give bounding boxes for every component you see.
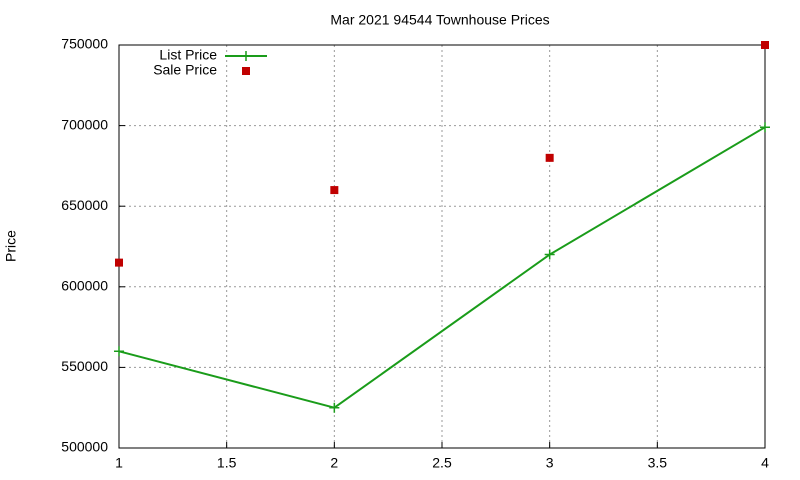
point [330,186,339,195]
y-tick-label: 650000 [61,197,108,213]
point [545,153,554,162]
x-tick-label: 1.5 [217,455,237,471]
point [544,249,555,260]
legend-marker [242,67,250,75]
point [329,402,340,413]
y-tick-label: 500000 [61,439,108,455]
point [761,41,769,49]
chart-title: Mar 2021 94544 Townhouse Prices [330,12,549,28]
point [115,258,123,267]
x-tick-label: 2.5 [432,455,452,471]
x-tick-label: 4 [761,455,769,471]
y-tick-label: 550000 [61,358,108,374]
x-tick-label: 2 [330,455,338,471]
plot-frame [118,44,766,449]
x-tick-label: 3 [546,455,554,471]
point [114,346,124,357]
x-tick-label: 3.5 [648,455,668,471]
legend-marker [241,51,251,61]
point [760,122,770,133]
legend-label: List Price [159,47,217,63]
y-tick-label: 700000 [61,116,108,132]
x-tick-label: 1 [115,455,123,471]
y-tick-label: 600000 [61,278,108,294]
y-axis-label: Price [3,230,19,262]
series-line [118,126,766,409]
legend-label: Sale Price [153,62,217,78]
y-tick-label: 750000 [61,36,108,52]
